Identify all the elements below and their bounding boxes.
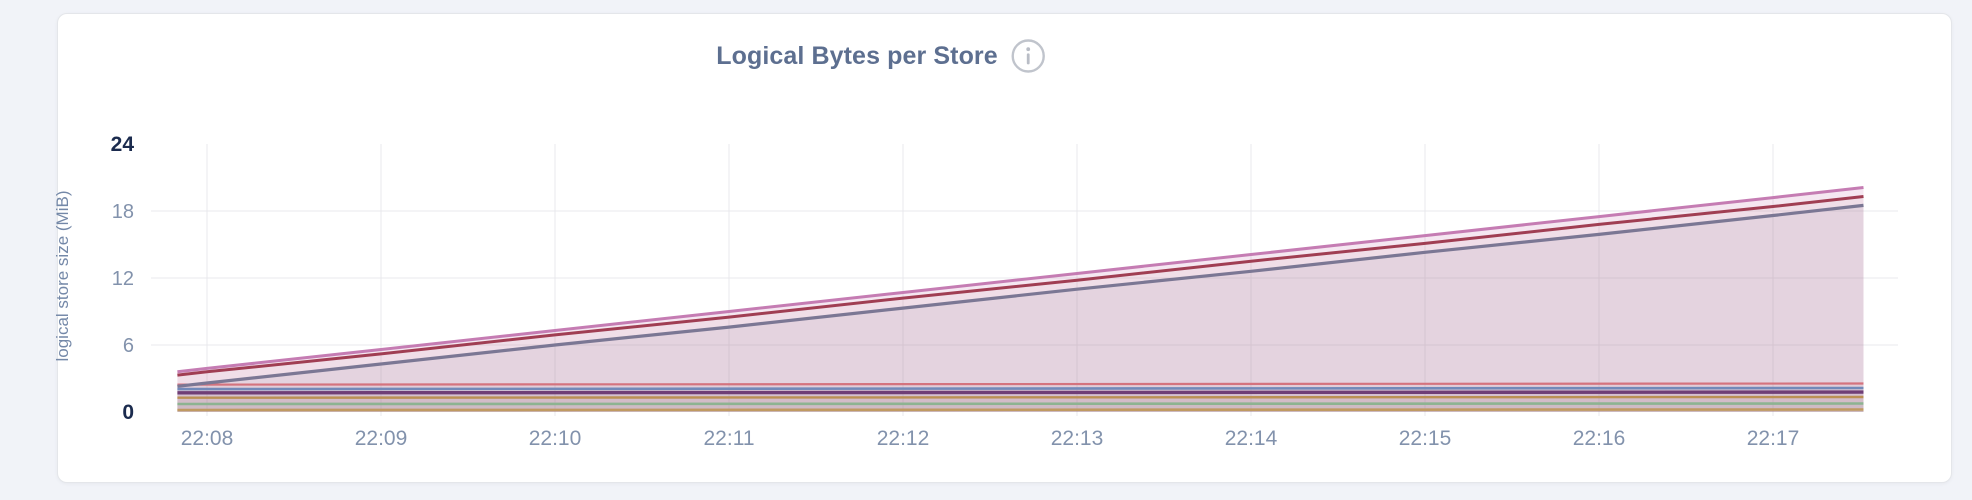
x-tick-label: 22:13 <box>1051 427 1104 450</box>
series-line-store-purple <box>177 390 1864 395</box>
y-tick-label: 12 <box>112 268 134 290</box>
series-line-store-tan <box>177 408 1864 412</box>
series-area-store-pink <box>177 187 1864 412</box>
x-tick-label: 22:14 <box>1225 427 1278 450</box>
x-tick-label: 22:10 <box>529 427 582 450</box>
chart-header: Logical Bytes per Store <box>716 38 1046 74</box>
x-tick-label: 22:12 <box>877 427 930 450</box>
x-tick-label: 22:11 <box>704 427 755 450</box>
x-tick-label: 22:09 <box>355 427 408 450</box>
series-area-store-slate <box>177 205 1864 412</box>
info-icon[interactable] <box>1010 38 1046 74</box>
y-tick-label: 0 <box>122 401 134 424</box>
series-line-store-salmon <box>177 382 1864 386</box>
y-tick-label: 6 <box>123 335 134 357</box>
x-tick-label: 22:15 <box>1399 427 1452 450</box>
series-line-store-crimson <box>177 195 1864 377</box>
series-line-store-slate <box>177 203 1864 388</box>
chart-plot-area[interactable]: 22:08 22:09 22:10 22:11 22:12 22:13 22:14 22:15… <box>58 14 1953 484</box>
y-tick-label: 18 <box>112 201 134 223</box>
chart-title: Logical Bytes per Store <box>716 41 998 70</box>
chart-card: Logical Bytes per Store logical store si… <box>53 13 1953 484</box>
series-line-store-gold <box>177 395 1864 399</box>
y-tick-label: 24 <box>111 133 135 156</box>
series-line-store-green <box>177 402 1864 406</box>
series-line-store-pink <box>177 186 1864 374</box>
series-line-store-blue <box>177 386 1864 391</box>
x-tick-label: 22:08 <box>181 427 234 450</box>
x-tick-label: 22:16 <box>1573 427 1626 450</box>
x-tick-label: 22:17 <box>1747 427 1800 450</box>
